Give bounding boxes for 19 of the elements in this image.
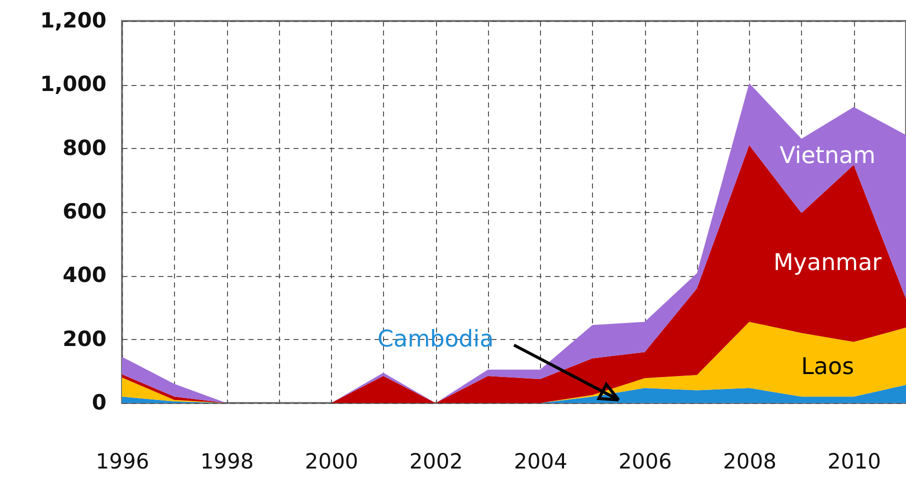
text: Cambodia — [377, 326, 494, 352]
y-tick-label: 1,000 — [40, 72, 106, 96]
x-tick-label: 1996 — [96, 450, 150, 474]
y-tick-label: 400 — [62, 263, 106, 288]
y-tick-label: 600 — [62, 200, 106, 224]
y-tick-label: 0 — [92, 390, 106, 414]
x-tick-label: 2008 — [722, 450, 776, 474]
x-tick-label: 2004 — [514, 450, 568, 474]
y-tick-label: 200 — [62, 326, 106, 351]
x-tick-label: 2010 — [828, 450, 881, 474]
x-tick-label: 2006 — [618, 450, 672, 474]
y-tick-label: 800 — [62, 136, 106, 160]
y-tick-label: 1,200 — [40, 8, 106, 32]
series-label: Myanmar — [774, 250, 882, 276]
series-label: Vietnam — [780, 142, 876, 169]
x-tick-label: 2002 — [409, 450, 463, 474]
x-tick-label: 1998 — [200, 450, 254, 474]
x-tick-label: 2000 — [304, 450, 358, 474]
series-label: Laos — [801, 354, 854, 380]
